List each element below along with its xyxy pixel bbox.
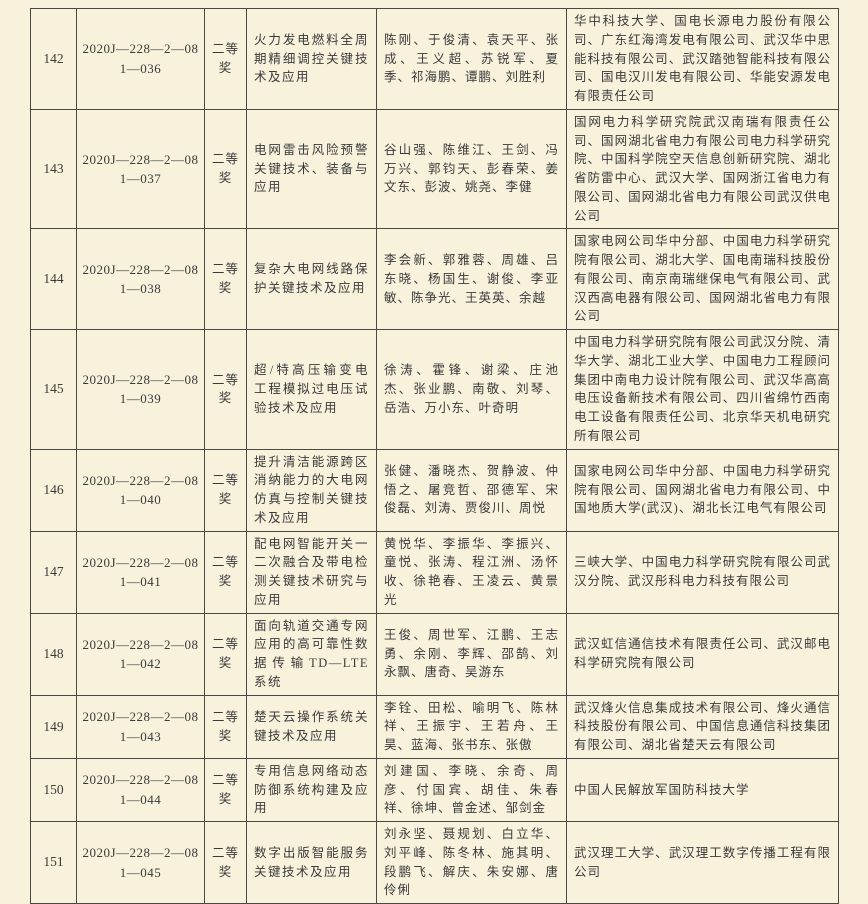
organizations-cell: 华中科技大学、国电长源电力股份有限公司、广东红海湾发电有限公司、武汉华中思能科技…	[566, 8, 839, 110]
award-grade-cell: 二等奖	[204, 612, 247, 696]
winners-cell: 刘建国、李晓、余奇、周彦、付国宾、胡佳、朱春祥、徐坤、曾金述、邹剑金	[376, 757, 567, 823]
project-title-cell: 专用信息网络动态防御系统构建及应用	[246, 757, 377, 823]
winners-cell: 谷山强、陈维江、王剑、冯万兴、郭钧天、彭春荣、姜文东、彭波、姚尧、李健	[376, 108, 567, 230]
organizations-cell: 武汉虹信通信技术有限责任公司、武汉邮电科学研究院有限公司	[566, 612, 839, 696]
row-number-cell: 150	[30, 757, 77, 823]
organizations-cell: 国家电网公司华中分部、中国电力科学研究院有限公司、湖北大学、国电南瑞科技股份有限…	[566, 228, 839, 330]
award-code-cell: 2020J—228—2—081—037	[76, 108, 205, 230]
row-number-cell: 148	[30, 612, 77, 696]
award-code-cell: 2020J—228—2—081—038	[76, 228, 205, 330]
table-row: 145 2020J—228—2—081—039 二等奖 超/特高压输变电工程模拟…	[30, 329, 839, 450]
winners-cell: 李会新、郭雅蓉、周雄、吕东晓、杨国生、谢俊、李亚敏、陈争光、王英英、余越	[376, 228, 567, 330]
project-title-cell: 复杂大电网线路保护关键技术及应用	[246, 228, 377, 330]
project-title-cell: 超/特高压输变电工程模拟过电压试验技术及应用	[246, 329, 377, 450]
table-row: 142 2020J—228—2—081—036 二等奖 火力发电燃料全周期精细调…	[30, 8, 839, 110]
project-title-cell: 数字出版智能服务关键技术及应用	[246, 821, 377, 904]
winners-cell: 刘永坚、聂规划、白立华、刘平峰、陈冬林、施其明、段鹏飞、解庆、朱安娜、唐伶俐	[376, 821, 567, 904]
awards-table: 142 2020J—228—2—081—036 二等奖 火力发电燃料全周期精细调…	[30, 8, 839, 904]
row-number-cell: 149	[30, 694, 77, 759]
award-grade-cell: 二等奖	[204, 448, 247, 532]
award-code-cell: 2020J—228—2—081—044	[76, 757, 205, 823]
award-grade-cell: 二等奖	[204, 821, 247, 904]
table-row: 150 2020J—228—2—081—044 二等奖 专用信息网络动态防御系统…	[30, 757, 839, 823]
winners-cell: 李铨、田松、喻明飞、陈林祥、王振宇、王若舟、王昊、蓝海、张书东、张傲	[376, 694, 567, 759]
table-row: 143 2020J—228—2—081—037 二等奖 电网雷击风险预警关键技术…	[30, 108, 839, 230]
organizations-cell: 武汉理工大学、武汉理工数字传播工程有限公司	[566, 821, 839, 904]
award-grade-cell: 二等奖	[204, 8, 247, 110]
winners-cell: 张健、潘晓杰、贺静波、仲悟之、屠竞哲、邵德军、宋俊磊、刘涛、贾俊川、周悦	[376, 448, 567, 532]
scanned-award-document-page: 142 2020J—228—2—081—036 二等奖 火力发电燃料全周期精细调…	[30, 8, 839, 904]
winners-cell: 徐涛、霍锋、谢梁、庄池杰、张业鹏、南敬、刘琴、岳浩、万小东、叶奇明	[376, 329, 567, 450]
row-number-cell: 147	[30, 530, 77, 614]
award-grade-cell: 二等奖	[204, 757, 247, 823]
project-title-cell: 楚天云操作系统关键技术及应用	[246, 694, 377, 759]
winners-cell: 陈刚、于俊清、袁天平、张成、王义超、苏锐军、夏季、祁海鹏、谭鹏、刘胜利	[376, 8, 567, 110]
row-number-cell: 151	[30, 821, 77, 904]
award-code-cell: 2020J—228—2—081—042	[76, 612, 205, 696]
table-row: 149 2020J—228—2—081—043 二等奖 楚天云操作系统关键技术及…	[30, 694, 839, 759]
project-title-cell: 火力发电燃料全周期精细调控关键技术及应用	[246, 8, 377, 110]
project-title-cell: 面向轨道交通专网应用的高可靠性数据传输TD—LTE系统	[246, 612, 377, 696]
row-number-cell: 143	[30, 108, 77, 230]
project-title-cell: 电网雷击风险预警关键技术、装备与应用	[246, 108, 377, 230]
table-row: 151 2020J—228—2—081—045 二等奖 数字出版智能服务关键技术…	[30, 821, 839, 904]
award-grade-cell: 二等奖	[204, 228, 247, 330]
award-code-cell: 2020J—228—2—081—041	[76, 530, 205, 614]
organizations-cell: 三峡大学、中国电力科学研究院有限公司武汉分院、武汉彤科电力科技有限公司	[566, 530, 839, 614]
winners-cell: 黄悦华、李振华、李振兴、童悦、张涛、程江洲、汤怀收、徐艳春、王凌云、黄景光	[376, 530, 567, 614]
row-number-cell: 142	[30, 8, 77, 110]
award-code-cell: 2020J—228—2—081—043	[76, 694, 205, 759]
project-title-cell: 提升清洁能源跨区消纳能力的大电网仿真与控制关键技术及应用	[246, 448, 377, 532]
organizations-cell: 国家电网公司华中分部、中国电力科学研究院有限公司、国网湖北省电力有限公司、中国地…	[566, 448, 839, 532]
table-row: 148 2020J—228—2—081—042 二等奖 面向轨道交通专网应用的高…	[30, 612, 839, 696]
table-row: 146 2020J—228—2—081—040 二等奖 提升清洁能源跨区消纳能力…	[30, 448, 839, 532]
winners-cell: 王俊、周世军、江鹏、王志勇、余刚、李辉、邵鹄、刘永飘、唐奇、吴游东	[376, 612, 567, 696]
project-title-cell: 配电网智能开关一二次融合及带电检测关键技术研究与应用	[246, 530, 377, 614]
row-number-cell: 146	[30, 448, 77, 532]
table-body: 142 2020J—228—2—081—036 二等奖 火力发电燃料全周期精细调…	[30, 8, 839, 904]
award-grade-cell: 二等奖	[204, 694, 247, 759]
row-number-cell: 144	[30, 228, 77, 330]
award-code-cell: 2020J—228—2—081—039	[76, 329, 205, 450]
organizations-cell: 中国人民解放军国防科技大学	[566, 757, 839, 823]
organizations-cell: 国网电力科学研究院武汉南瑞有限责任公司、国网湖北省电力有限公司电力科学研究院、中…	[566, 108, 839, 230]
award-code-cell: 2020J—228—2—081—040	[76, 448, 205, 532]
award-grade-cell: 二等奖	[204, 108, 247, 230]
table-row: 144 2020J—228—2—081—038 二等奖 复杂大电网线路保护关键技…	[30, 228, 839, 330]
award-code-cell: 2020J—228—2—081—036	[76, 8, 205, 110]
table-row: 147 2020J—228—2—081—041 二等奖 配电网智能开关一二次融合…	[30, 530, 839, 614]
organizations-cell: 武汉烽火信息集成技术有限公司、烽火通信科技股份有限公司、中国信息通信科技集团有限…	[566, 694, 839, 759]
organizations-cell: 中国电力科学研究院有限公司武汉分院、清华大学、湖北工业大学、中国电力工程顾问集团…	[566, 329, 839, 450]
award-grade-cell: 二等奖	[204, 329, 247, 450]
award-code-cell: 2020J—228—2—081—045	[76, 821, 205, 904]
row-number-cell: 145	[30, 329, 77, 450]
award-grade-cell: 二等奖	[204, 530, 247, 614]
